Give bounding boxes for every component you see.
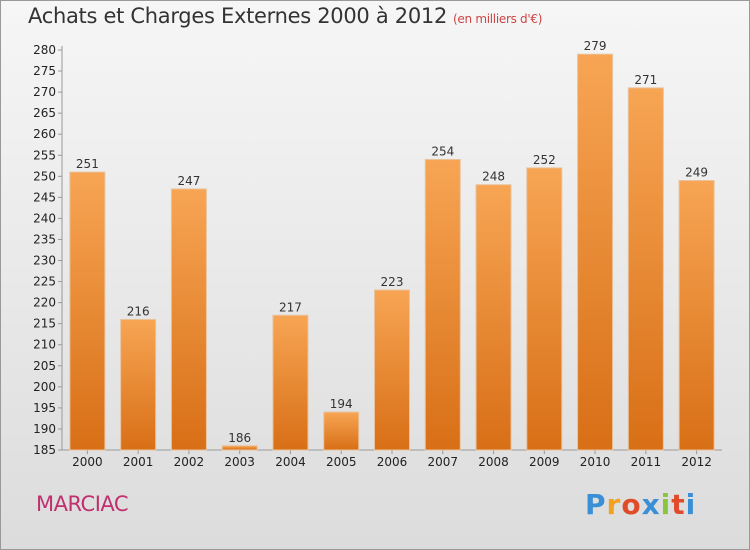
- x-tick-label: 2011: [631, 455, 662, 469]
- bar-value-label: 279: [584, 39, 607, 53]
- logo-letter: o: [621, 488, 642, 521]
- bar: [526, 167, 563, 451]
- x-tick-label: 2005: [326, 455, 357, 469]
- bar: [221, 445, 258, 451]
- logo-letter: x: [641, 488, 661, 521]
- y-tick-label: 255: [33, 148, 56, 162]
- y-tick-label: 240: [33, 211, 56, 225]
- logo-letter: t: [671, 488, 686, 521]
- logo-letter: P: [585, 488, 607, 521]
- y-tick-label: 270: [33, 85, 56, 99]
- bar: [678, 180, 715, 451]
- y-tick-label: 275: [33, 64, 56, 78]
- logo-letter: i: [660, 488, 672, 521]
- bar-value-label: 271: [634, 73, 657, 87]
- bar: [475, 184, 512, 451]
- bar-value-label: 252: [533, 153, 556, 167]
- x-tick-label: 2000: [72, 455, 103, 469]
- y-tick-label: 225: [33, 275, 56, 289]
- chart-subtitle: (en milliers d'€): [453, 12, 543, 26]
- y-tick-label: 215: [33, 317, 56, 331]
- y-tick-label: 265: [33, 106, 56, 120]
- bar-value-label: 251: [76, 157, 99, 171]
- x-tick-label: 2003: [224, 455, 255, 469]
- x-tick-label: 2001: [123, 455, 154, 469]
- bar: [424, 158, 461, 451]
- bar-value-label: 223: [381, 275, 404, 289]
- proxiti-logo: Proxiti: [585, 488, 696, 521]
- y-tick-label: 205: [33, 359, 56, 373]
- bar: [323, 411, 360, 451]
- bar-value-label: 186: [228, 431, 251, 445]
- chart-title: Achats et Charges Externes 2000 à 2012 (e…: [28, 4, 542, 28]
- y-tick-label: 235: [33, 232, 56, 246]
- y-tick-label: 245: [33, 190, 56, 204]
- bar-value-label: 249: [685, 166, 708, 180]
- y-tick-label: 185: [33, 443, 56, 457]
- x-tick-label: 2004: [275, 455, 306, 469]
- logo-letter: i: [685, 488, 697, 521]
- y-tick-label: 280: [33, 43, 56, 57]
- bar: [69, 171, 106, 451]
- x-tick-label: 2009: [529, 455, 560, 469]
- bar-value-label: 194: [330, 397, 353, 411]
- y-tick-label: 250: [33, 169, 56, 183]
- bar: [577, 53, 614, 451]
- bar: [374, 289, 410, 451]
- y-tick-label: 230: [33, 254, 56, 268]
- x-tick-label: 2008: [478, 455, 509, 469]
- x-tick-label: 2006: [377, 455, 408, 469]
- bar-value-label: 217: [279, 300, 302, 314]
- bar-value-label: 216: [127, 304, 150, 318]
- logo-letter: r: [606, 488, 622, 521]
- bar-value-label: 254: [431, 144, 454, 158]
- bar: [272, 314, 309, 451]
- chart-bars: 251 216 247 186 217 194 223 254 248 252 279 271 249: [69, 39, 715, 451]
- x-tick-label: 2012: [681, 455, 712, 469]
- bar-value-label: 247: [177, 174, 200, 188]
- x-tick-label: 2010: [580, 455, 611, 469]
- place-label: MARCIAC: [36, 492, 129, 516]
- y-tick-label: 190: [33, 422, 56, 436]
- bar: [627, 87, 664, 451]
- y-tick-label: 210: [33, 338, 56, 352]
- y-tick-label: 220: [33, 296, 56, 310]
- chart-title-text: Achats et Charges Externes 2000 à 2012: [28, 4, 448, 28]
- y-tick-label: 195: [33, 401, 56, 415]
- x-tick-label: 2007: [427, 455, 458, 469]
- bar: [120, 318, 157, 451]
- bar-value-label: 248: [482, 170, 505, 184]
- y-tick-label: 260: [33, 127, 56, 141]
- y-tick-label: 200: [33, 380, 56, 394]
- x-tick-label: 2002: [174, 455, 205, 469]
- bar: [170, 188, 207, 451]
